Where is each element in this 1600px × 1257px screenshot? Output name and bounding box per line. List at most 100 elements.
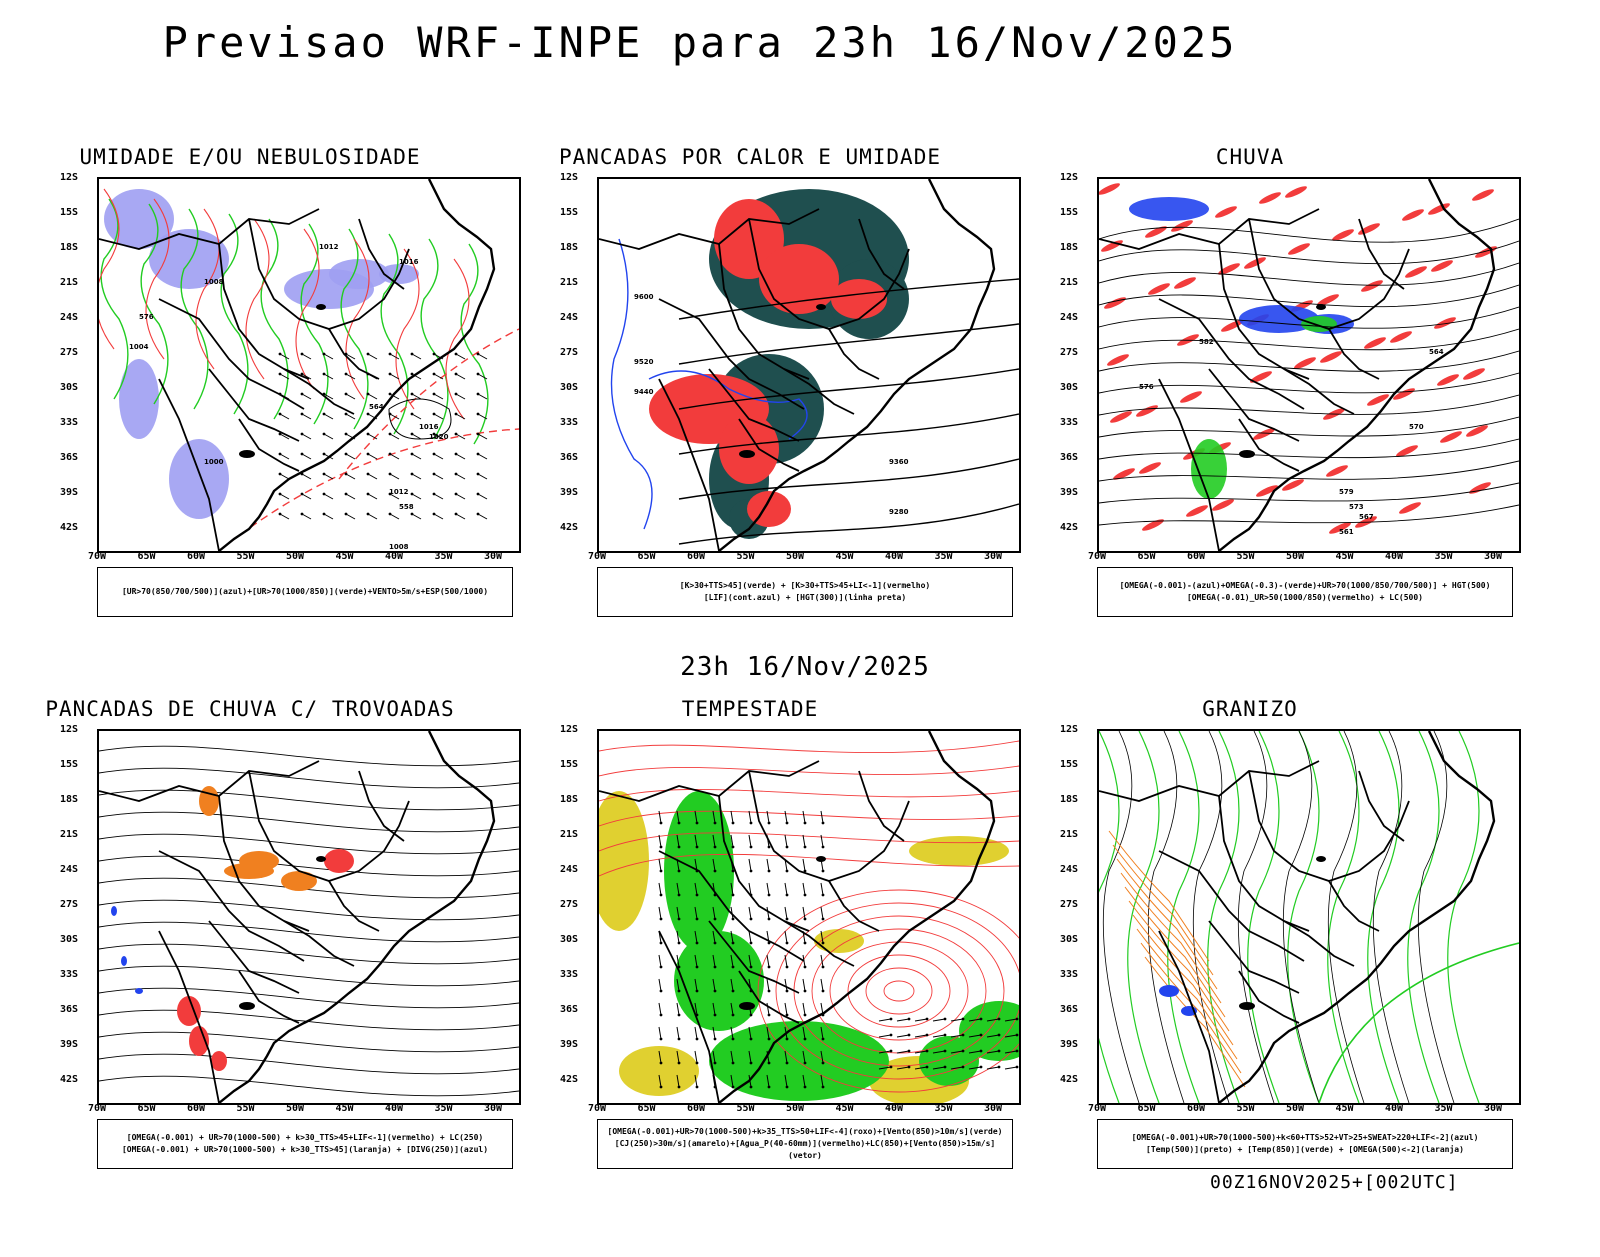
legend-box: [OMEGA(-0.001)+UR>70(1000-500)+k>35_TTS>…: [597, 1119, 1013, 1169]
map-pancadas-trovoadas: [97, 729, 521, 1105]
panel-title: PANCADAS DE CHUVA C/ TROVOADAS: [45, 697, 455, 721]
svg-text:1020: 1020: [429, 433, 449, 441]
lat-label: 18S: [560, 794, 579, 805]
svg-text:576: 576: [1139, 383, 1154, 391]
lon-label: 45W: [835, 1103, 854, 1114]
lat-label: 18S: [1060, 794, 1079, 805]
lon-label: 55W: [1236, 1103, 1255, 1114]
panel-title: UMIDADE E/OU NEBULOSIDADE: [79, 145, 421, 169]
panel-title: PANCADAS POR CALOR E UMIDADE: [558, 145, 941, 169]
lat-label: 42S: [1060, 1074, 1079, 1085]
lat-label: 24S: [60, 864, 79, 875]
lat-label: 42S: [60, 522, 79, 533]
lat-label: 30S: [60, 934, 79, 945]
panel-umidade: UMIDADE E/OU NEBULOSIDADE 1012 1016 1008 100…: [0, 145, 521, 705]
legend-line: [OMEGA(-0.001)+UR>70(1000-500)+k>35_TTS>…: [607, 1127, 1003, 1136]
svg-text:9360: 9360: [889, 458, 909, 466]
svg-text:9520: 9520: [634, 358, 654, 366]
lat-label: 21S: [1060, 277, 1079, 288]
svg-text:576: 576: [139, 313, 154, 321]
svg-text:561: 561: [1339, 528, 1354, 536]
lon-label: 45W: [335, 1103, 354, 1114]
svg-text:9280: 9280: [889, 508, 909, 516]
lon-label: 60W: [187, 551, 206, 562]
lat-label: 15S: [560, 759, 579, 770]
lat-label: 27S: [1060, 899, 1079, 910]
lat-label: 36S: [60, 1004, 79, 1015]
lon-label: 50W: [1286, 551, 1305, 562]
svg-text:1016: 1016: [419, 423, 439, 431]
map-svg: [1099, 731, 1519, 1103]
lon-label: 35W: [1434, 1103, 1453, 1114]
lat-label: 12S: [560, 724, 579, 735]
legend-box: [UR>70(850/700/500)](azul)+[UR>70(1000/8…: [97, 567, 513, 617]
map-tempestade: [597, 729, 1021, 1105]
lat-label: 39S: [60, 487, 79, 498]
map-pancadas-calor: 9600 9520 9440 9360 9280: [597, 177, 1021, 553]
lat-label: 36S: [1060, 452, 1079, 463]
lon-label: 65W: [137, 551, 156, 562]
lat-label: 15S: [560, 207, 579, 218]
lat-label: 39S: [560, 1039, 579, 1050]
svg-text:570: 570: [1409, 423, 1424, 431]
map-chuva: 582 576 570 564 579 573 567 561: [1097, 177, 1521, 553]
mid-date-label: 23h 16/Nov/2025: [680, 652, 930, 682]
lat-label: 21S: [60, 277, 79, 288]
legend-line: [OMEGA(-0.001) + UR>70(1000-500) + k>30_…: [126, 1133, 484, 1142]
lat-label: 36S: [60, 452, 79, 463]
lat-label: 42S: [1060, 522, 1079, 533]
svg-text:1004: 1004: [129, 343, 149, 351]
lon-label: 70W: [1088, 551, 1107, 562]
svg-text:558: 558: [399, 503, 414, 511]
lat-label: 30S: [1060, 934, 1079, 945]
lon-label: 35W: [934, 1103, 953, 1114]
lon-label: 55W: [736, 1103, 755, 1114]
lon-label: 60W: [1187, 551, 1206, 562]
lon-label: 45W: [335, 551, 354, 562]
svg-text:564: 564: [1429, 348, 1444, 356]
lat-label: 42S: [60, 1074, 79, 1085]
lat-label: 18S: [60, 242, 79, 253]
lon-label: 40W: [1385, 1103, 1404, 1114]
lon-label: 70W: [588, 1103, 607, 1114]
legend-line: [OMEGA(-0.01)_UR>50(1000/850)(vermelho) …: [1186, 593, 1423, 602]
panel-title: CHUVA: [1215, 145, 1285, 169]
svg-text:1012: 1012: [319, 243, 339, 251]
lon-label: 30W: [1484, 1103, 1503, 1114]
lat-label: 33S: [60, 417, 79, 428]
lon-label: 40W: [885, 1103, 904, 1114]
lon-label: 45W: [835, 551, 854, 562]
lon-label: 50W: [286, 551, 305, 562]
lon-label: 30W: [1484, 551, 1503, 562]
panel-title: TEMPESTADE: [681, 697, 819, 721]
lat-label: 39S: [60, 1039, 79, 1050]
lon-label: 55W: [236, 551, 255, 562]
map-svg: 9600 9520 9440 9360 9280: [599, 179, 1019, 551]
lat-label: 27S: [1060, 347, 1079, 358]
svg-text:1000: 1000: [204, 458, 224, 466]
legend-line: [Temp(500)](preto) + [Temp(850)](verde) …: [1146, 1145, 1464, 1154]
svg-text:1008: 1008: [204, 278, 224, 286]
svg-text:567: 567: [1359, 513, 1374, 521]
legend-line: [K>30+TTS>45](verde) + [K>30+TTS>45+LI<-…: [679, 581, 931, 590]
lon-label: 35W: [1434, 551, 1453, 562]
svg-text:9600: 9600: [634, 293, 654, 301]
lon-label: 55W: [1236, 551, 1255, 562]
lon-label: 50W: [786, 1103, 805, 1114]
lat-label: 30S: [560, 382, 579, 393]
lat-label: 33S: [560, 969, 579, 980]
lon-label: 65W: [137, 1103, 156, 1114]
lat-label: 12S: [1060, 724, 1079, 735]
lon-label: 45W: [1335, 1103, 1354, 1114]
lon-label: 70W: [588, 551, 607, 562]
lon-label: 60W: [687, 551, 706, 562]
lat-label: 21S: [560, 277, 579, 288]
svg-text:582: 582: [1199, 338, 1214, 346]
lon-label: 70W: [88, 551, 107, 562]
lat-label: 39S: [1060, 487, 1079, 498]
lon-label: 50W: [1286, 1103, 1305, 1114]
lon-label: 65W: [1137, 551, 1156, 562]
lat-label: 36S: [1060, 1004, 1079, 1015]
lat-label: 33S: [1060, 969, 1079, 980]
lon-label: 35W: [934, 551, 953, 562]
